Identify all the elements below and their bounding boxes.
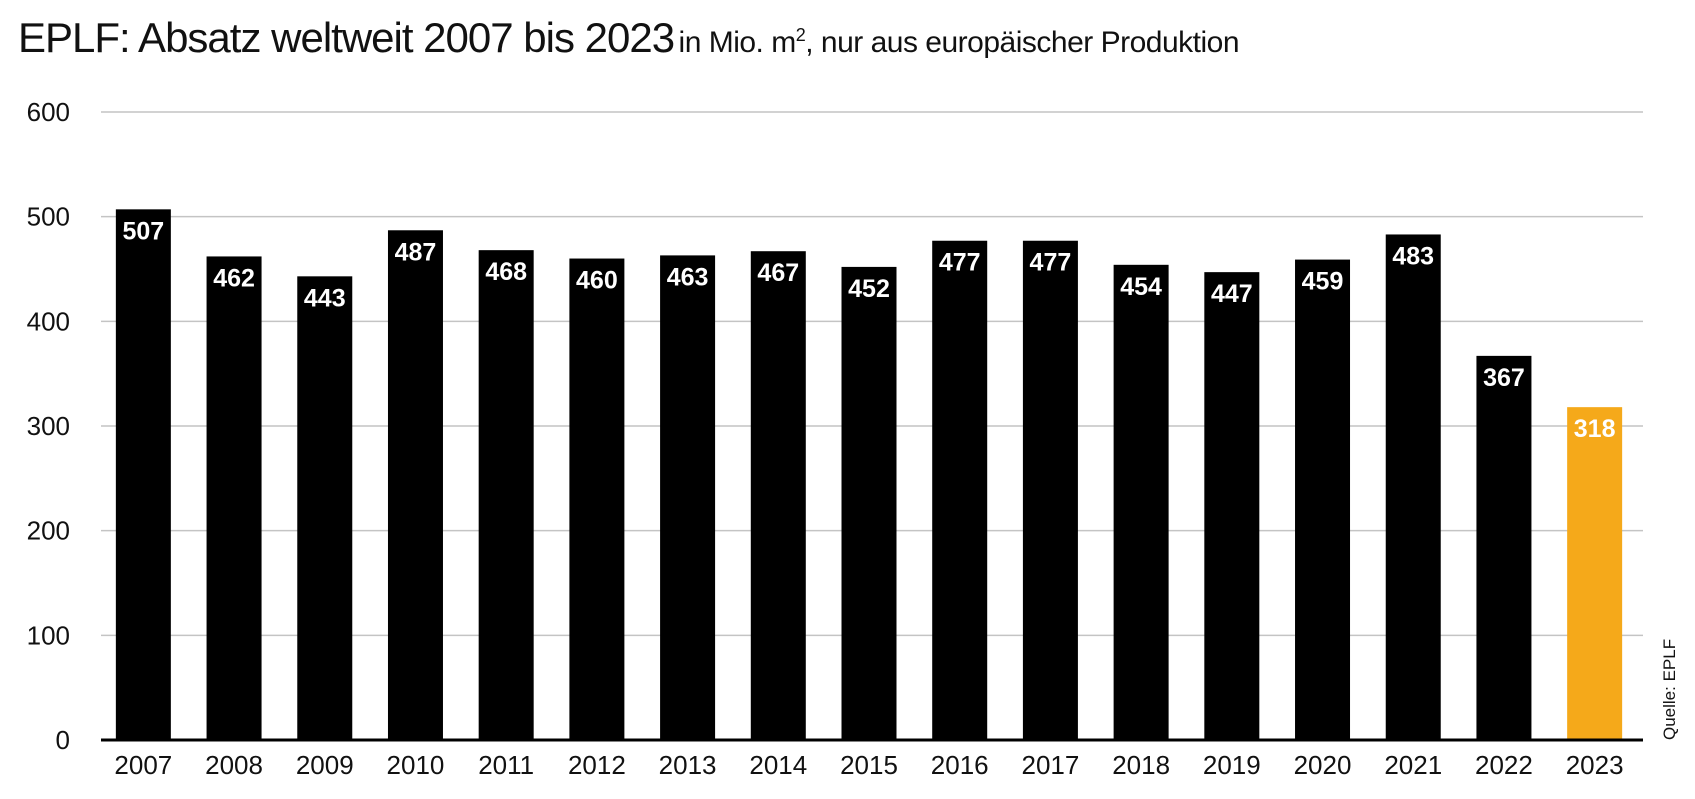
bar-2021 xyxy=(1385,234,1441,740)
y-tick-label: 600 xyxy=(27,97,70,127)
data-label-2022: 367 xyxy=(1483,364,1525,392)
bar-2013 xyxy=(660,255,716,741)
data-label-2023: 318 xyxy=(1574,415,1616,443)
x-tick-label: 2011 xyxy=(478,750,534,780)
y-tick-label: 100 xyxy=(27,620,70,650)
y-tick-label: 500 xyxy=(27,202,70,232)
data-label-2020: 459 xyxy=(1302,268,1344,296)
subtitle-pre: in Mio. m xyxy=(678,26,797,59)
bar-2023 xyxy=(1567,407,1623,740)
x-tick-label: 2023 xyxy=(1566,750,1624,780)
data-label-2018: 454 xyxy=(1120,273,1162,301)
x-tick-label: 2013 xyxy=(659,750,717,780)
bar-2015 xyxy=(841,266,897,740)
x-tick-label: 2018 xyxy=(1112,750,1170,780)
x-tick-label: 2012 xyxy=(568,750,626,780)
x-tick-label: 2010 xyxy=(387,750,445,780)
bar-2007 xyxy=(115,209,171,741)
x-tick-label: 2007 xyxy=(114,750,172,780)
title-subtitle: in Mio. m2, nur aus europäischer Produkt… xyxy=(678,25,1240,59)
bar-2018 xyxy=(1113,264,1169,740)
bar-2022 xyxy=(1476,355,1532,740)
data-label-2019: 447 xyxy=(1211,280,1253,308)
x-tick-label: 2022 xyxy=(1475,750,1533,780)
bar-2016 xyxy=(932,240,988,741)
data-label-2009: 443 xyxy=(304,284,346,312)
data-label-2017: 477 xyxy=(1030,249,1072,277)
y-tick-label: 0 xyxy=(56,725,70,755)
data-label-2011: 468 xyxy=(485,258,527,286)
title-main: EPLF: Absatz weltweit 2007 bis 2023 xyxy=(18,14,675,61)
x-tick-label: 2017 xyxy=(1021,750,1079,780)
x-tick-label: 2009 xyxy=(296,750,354,780)
y-tick-label: 300 xyxy=(27,411,70,441)
x-tick-label: 2021 xyxy=(1384,750,1442,780)
bar-2014 xyxy=(750,251,806,740)
y-tick-label: 400 xyxy=(27,306,70,336)
bar-2019 xyxy=(1204,272,1260,740)
y-tick-label: 200 xyxy=(27,516,70,546)
x-tick-label: 2020 xyxy=(1294,750,1352,780)
bar-2008 xyxy=(206,256,262,740)
data-label-2013: 463 xyxy=(667,263,709,291)
bar-2017 xyxy=(1022,240,1078,741)
bar-2009 xyxy=(297,276,353,740)
x-tick-label: 2008 xyxy=(205,750,263,780)
subtitle-post: , nur aus europäischer Produktion xyxy=(805,26,1239,59)
bar-2020 xyxy=(1295,259,1351,740)
bar-2012 xyxy=(569,258,625,740)
x-tick-label: 2019 xyxy=(1203,750,1261,780)
bar-2011 xyxy=(478,250,534,740)
data-label-2016: 477 xyxy=(939,249,981,277)
bar-2010 xyxy=(387,230,443,741)
chart-title: EPLF: Absatz weltweit 2007 bis 2023 in M… xyxy=(18,14,1239,62)
data-label-2007: 507 xyxy=(122,217,164,245)
x-tick-label: 2014 xyxy=(749,750,807,780)
data-label-2015: 452 xyxy=(848,275,890,303)
data-label-2010: 487 xyxy=(395,238,437,266)
data-label-2012: 460 xyxy=(576,267,618,295)
x-tick-label: 2016 xyxy=(931,750,989,780)
data-label-2014: 467 xyxy=(757,259,799,287)
x-tick-label: 2015 xyxy=(840,750,898,780)
subtitle-sup: 2 xyxy=(795,25,806,45)
data-label-2021: 483 xyxy=(1392,242,1434,270)
data-label-2008: 462 xyxy=(213,264,255,292)
